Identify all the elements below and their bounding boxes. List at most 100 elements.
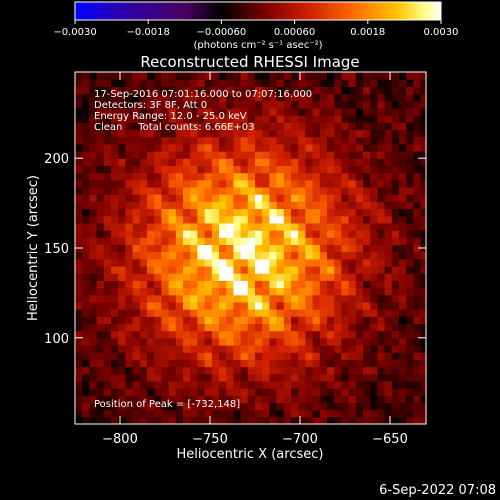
heatmap-cell bbox=[305, 230, 314, 238]
heatmap-cell bbox=[139, 273, 148, 281]
heatmap-cell bbox=[118, 107, 126, 116]
heatmap-cell bbox=[82, 258, 90, 267]
heatmap-cell bbox=[139, 107, 148, 116]
heatmap-cell bbox=[118, 330, 126, 339]
heatmap-cell bbox=[291, 265, 299, 274]
heatmap-cell bbox=[255, 86, 263, 95]
heatmap-cell bbox=[219, 359, 227, 368]
heatmap-cell bbox=[312, 186, 321, 195]
heatmap-cell bbox=[269, 294, 278, 303]
heatmap-cell bbox=[190, 330, 198, 339]
heatmap-cell bbox=[420, 402, 426, 411]
heatmap-cell bbox=[319, 416, 328, 424]
heatmap-cell bbox=[413, 100, 422, 109]
heatmap-cell bbox=[139, 409, 148, 418]
heatmap-cell bbox=[291, 143, 299, 152]
heatmap-cell bbox=[197, 172, 206, 181]
heatmap-cell bbox=[219, 273, 227, 281]
heatmap-cell bbox=[219, 136, 227, 145]
heatmap-cell bbox=[312, 100, 321, 109]
heatmap-cell bbox=[355, 416, 364, 424]
heatmap-cell bbox=[283, 72, 292, 80]
heatmap-cell bbox=[363, 366, 371, 375]
heatmap-cell bbox=[283, 194, 292, 202]
heatmap-cell bbox=[291, 301, 299, 310]
heatmap-cell bbox=[355, 136, 364, 145]
heatmap-cell bbox=[384, 72, 393, 80]
heatmap-cell bbox=[183, 79, 191, 87]
heatmap-cell bbox=[233, 380, 242, 389]
heatmap-cell bbox=[211, 316, 220, 325]
heatmap-cell bbox=[363, 301, 371, 310]
heatmap-cell bbox=[168, 222, 177, 231]
heatmap-cell bbox=[219, 230, 227, 238]
heatmap-cell bbox=[168, 165, 177, 174]
heatmap-cell bbox=[341, 93, 350, 102]
heatmap-cell bbox=[355, 294, 364, 303]
heatmap-cell bbox=[370, 165, 378, 174]
heatmap-cell bbox=[147, 115, 155, 123]
heatmap-cell bbox=[96, 172, 105, 181]
heatmap-cell bbox=[111, 79, 119, 87]
heatmap-cell bbox=[154, 158, 162, 166]
heatmap-cell bbox=[204, 402, 213, 411]
heatmap-cell bbox=[348, 237, 357, 246]
colorbar-gradient bbox=[75, 2, 441, 20]
heatmap-cell bbox=[391, 344, 400, 353]
heatmap-cell bbox=[319, 258, 328, 267]
heatmap-cell bbox=[420, 294, 426, 303]
heatmap-cell bbox=[341, 373, 350, 382]
heatmap-cell bbox=[391, 380, 400, 389]
heatmap-cell bbox=[147, 237, 155, 246]
heatmap-cell bbox=[103, 395, 112, 404]
heatmap-cell bbox=[190, 237, 198, 246]
heatmap-cell bbox=[89, 388, 98, 396]
heatmap-cell bbox=[175, 222, 184, 231]
heatmap-cell bbox=[377, 388, 386, 396]
heatmap-cell bbox=[298, 273, 306, 281]
heatmap-cell bbox=[240, 251, 249, 260]
heatmap-cell bbox=[111, 280, 119, 289]
heatmap-cell bbox=[255, 380, 263, 389]
heatmap-cell bbox=[348, 337, 357, 346]
heatmap-cell bbox=[240, 129, 249, 138]
heatmap-cell bbox=[363, 72, 371, 80]
heatmap-cell bbox=[247, 287, 256, 296]
heatmap-cell bbox=[233, 136, 242, 145]
heatmap-cell bbox=[291, 179, 299, 188]
heatmap-cell bbox=[103, 380, 112, 389]
heatmap-cell bbox=[132, 380, 141, 389]
heatmap-cell bbox=[269, 179, 278, 188]
heatmap-cell bbox=[226, 380, 234, 389]
heatmap-cell bbox=[118, 409, 126, 418]
heatmap-cell bbox=[89, 380, 98, 389]
heatmap-cell bbox=[125, 309, 134, 317]
heatmap-cell bbox=[132, 165, 141, 174]
heatmap-cell bbox=[175, 237, 184, 246]
heatmap-cell bbox=[355, 122, 364, 131]
heatmap-cell bbox=[363, 388, 371, 396]
heatmap-cell bbox=[334, 337, 342, 346]
heatmap-cell bbox=[82, 230, 90, 238]
heatmap-cell bbox=[154, 273, 162, 281]
heatmap-cell bbox=[420, 316, 426, 325]
heatmap-cell bbox=[240, 402, 249, 411]
heatmap-cell bbox=[183, 186, 191, 195]
heatmap-cell bbox=[103, 402, 112, 411]
heatmap-cell bbox=[147, 165, 155, 174]
heatmap-cell bbox=[377, 122, 386, 131]
heatmap-cell bbox=[111, 230, 119, 238]
heatmap-cell bbox=[183, 344, 191, 353]
heatmap-cell bbox=[211, 265, 220, 274]
heatmap-cell bbox=[269, 388, 278, 396]
heatmap-cell bbox=[341, 323, 350, 332]
heatmap-cell bbox=[204, 258, 213, 267]
heatmap-cell bbox=[139, 344, 148, 353]
heatmap-cell bbox=[341, 265, 350, 274]
heatmap-cell bbox=[420, 323, 426, 332]
heatmap-cell bbox=[96, 380, 105, 389]
heatmap-cell bbox=[118, 352, 126, 360]
heatmap-cell bbox=[168, 136, 177, 145]
heatmap-cell bbox=[161, 416, 170, 424]
heatmap-cell bbox=[262, 136, 270, 145]
